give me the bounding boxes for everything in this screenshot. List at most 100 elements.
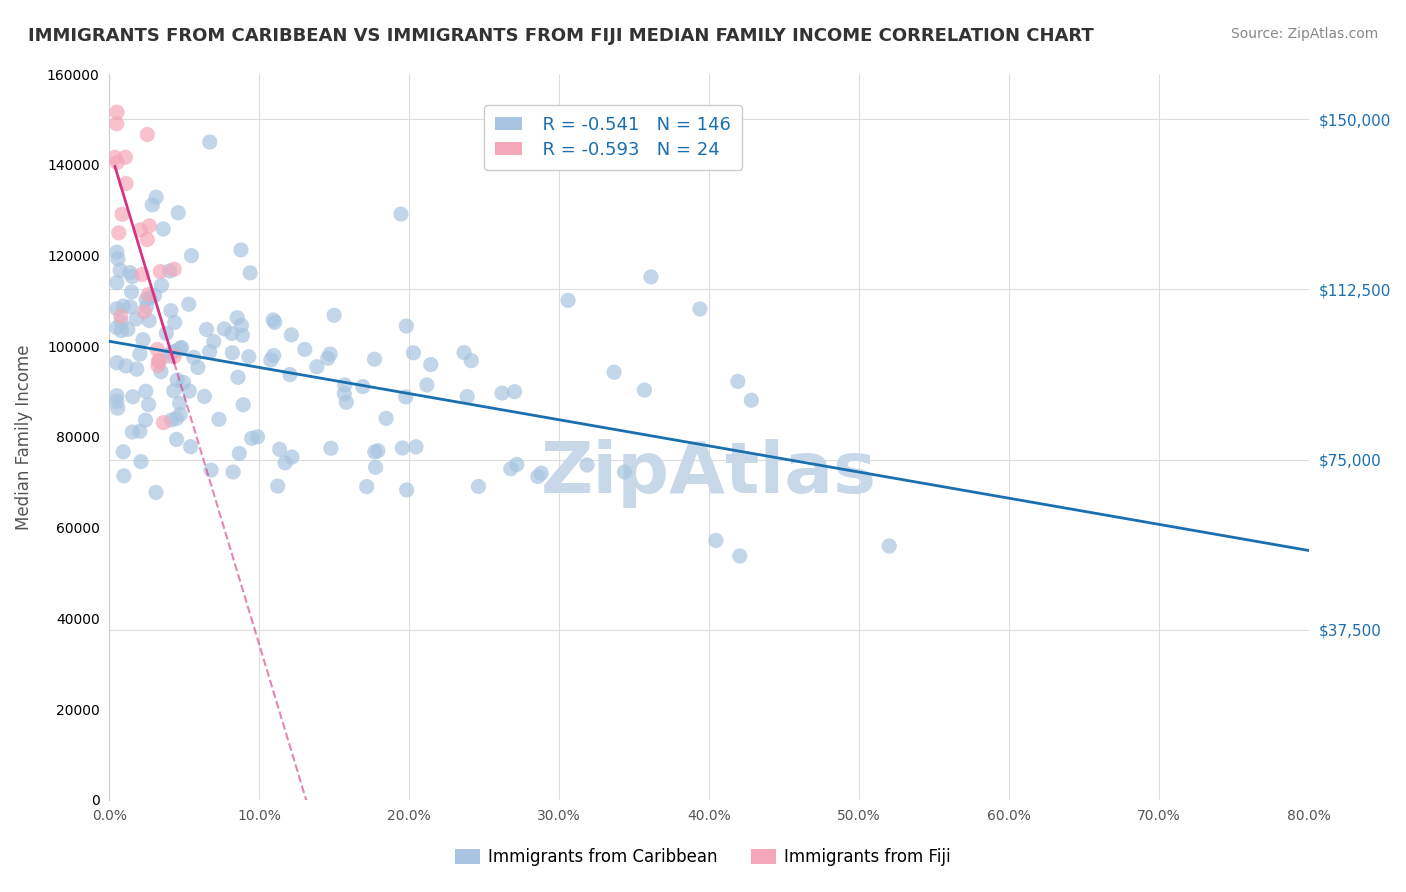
Y-axis label: Median Family Income: Median Family Income [15,344,32,530]
Immigrants from Fiji [146,359,169,373]
Immigrants from Caribbean [107,252,129,266]
Immigrants from Fiji [149,264,172,278]
Immigrants from Caribbean [160,345,183,359]
Immigrants from Caribbean [135,293,157,307]
Immigrants from Caribbean [391,441,413,455]
Immigrants from Caribbean [166,373,188,387]
Immigrants from Caribbean [503,384,526,399]
Immigrants from Fiji [163,350,186,364]
Immigrants from Caribbean [456,390,478,404]
Immigrants from Caribbean [335,395,357,409]
Immigrants from Caribbean [149,365,172,379]
Immigrants from Caribbean [169,342,191,356]
Immigrants from Caribbean [557,293,579,308]
Immigrants from Caribbean [108,263,131,277]
Immigrants from Caribbean [530,466,553,480]
Immigrants from Caribbean [221,345,243,359]
Immigrants from Caribbean [202,334,225,349]
Immigrants from Caribbean [740,393,762,408]
Immigrants from Caribbean [117,322,139,336]
Immigrants from Caribbean [689,301,711,316]
Immigrants from Caribbean [260,353,283,368]
Immigrants from Caribbean [728,549,751,563]
Immigrants from Caribbean [187,360,209,375]
Immigrants from Caribbean [145,485,167,500]
Immigrants from Caribbean [316,351,339,366]
Immigrants from Fiji [138,219,160,233]
Immigrants from Caribbean [172,376,194,390]
Immigrants from Caribbean [278,368,301,382]
Immigrants from Caribbean [633,383,655,397]
Immigrants from Caribbean [246,430,269,444]
Immigrants from Caribbean [640,269,662,284]
Immigrants from Caribbean [576,458,599,472]
Immigrants from Caribbean [180,440,202,454]
Immigrants from Caribbean [221,326,243,341]
Immigrants from Caribbean [135,384,157,399]
Immigrants from Caribbean [134,413,156,427]
Immigrants from Fiji [115,177,138,191]
Immigrants from Caribbean [128,347,150,361]
Immigrants from Caribbean [240,431,263,445]
Immigrants from Caribbean [170,341,193,355]
Immigrants from Caribbean [319,347,342,361]
Immigrants from Caribbean [121,425,143,439]
Immigrants from Caribbean [527,469,550,483]
Immigrants from Caribbean [120,300,142,314]
Text: ZipAtlas: ZipAtlas [541,439,877,508]
Immigrants from Caribbean [416,378,439,392]
Immigrants from Caribbean [198,135,221,149]
Immigrants from Caribbean [364,445,387,459]
Immigrants from Caribbean [402,345,425,359]
Immigrants from Caribbean [389,207,412,221]
Immigrants from Fiji [110,310,132,324]
Immigrants from Caribbean [145,190,167,204]
Immigrants from Caribbean [167,206,190,220]
Immigrants from Caribbean [280,327,302,342]
Immigrants from Caribbean [135,300,157,314]
Immigrants from Caribbean [200,463,222,477]
Immigrants from Caribbean [363,352,385,367]
Immigrants from Caribbean [395,483,418,497]
Immigrants from Fiji [105,155,128,169]
Immigrants from Fiji [134,304,156,318]
Immigrants from Caribbean [232,398,254,412]
Immigrants from Caribbean [129,455,152,469]
Immigrants from Caribbean [333,386,356,401]
Legend:   R = -0.541   N = 146,   R = -0.593   N = 24: R = -0.541 N = 146, R = -0.593 N = 24 [484,105,742,169]
Immigrants from Caribbean [294,343,316,357]
Immigrants from Caribbean [160,303,183,318]
Immigrants from Caribbean [323,308,346,322]
Text: Source: ZipAtlas.com: Source: ZipAtlas.com [1230,27,1378,41]
Immigrants from Caribbean [121,285,143,299]
Immigrants from Fiji [136,128,159,142]
Immigrants from Fiji [104,150,127,164]
Immigrants from Caribbean [105,356,128,370]
Legend: Immigrants from Caribbean, Immigrants from Fiji: Immigrants from Caribbean, Immigrants fr… [447,840,959,875]
Immigrants from Caribbean [222,465,245,479]
Immigrants from Caribbean [405,440,427,454]
Immigrants from Fiji [108,226,131,240]
Immigrants from Caribbean [356,480,378,494]
Immigrants from Fiji [111,207,134,221]
Immigrants from Caribbean [128,424,150,438]
Immigrants from Caribbean [877,539,900,553]
Immigrants from Caribbean [613,465,636,479]
Immigrants from Caribbean [305,359,328,374]
Immigrants from Caribbean [163,316,186,330]
Immigrants from Caribbean [198,344,221,359]
Immigrants from Caribbean [263,315,285,329]
Immigrants from Fiji [114,150,136,164]
Immigrants from Caribbean [105,301,128,316]
Immigrants from Caribbean [155,326,177,341]
Immigrants from Caribbean [138,291,160,305]
Immigrants from Caribbean [160,413,183,427]
Immigrants from Caribbean [121,390,143,404]
Immigrants from Caribbean [121,269,143,284]
Immigrants from Caribbean [231,318,253,333]
Immigrants from Caribbean [269,442,291,457]
Immigrants from Caribbean [239,266,262,280]
Immigrants from Caribbean [112,444,135,458]
Immigrants from Caribbean [180,249,202,263]
Immigrants from Caribbean [375,411,398,425]
